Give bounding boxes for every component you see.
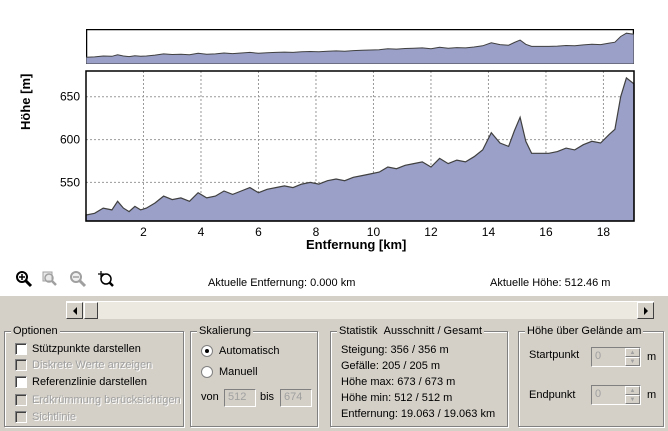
checkbox-referenzlinie[interactable]: Referenzlinie darstellen bbox=[15, 376, 147, 388]
spin-up-icon: ▲ bbox=[625, 348, 640, 357]
scaling-legend: Skalierung bbox=[197, 325, 253, 337]
zoom-area-icon[interactable] bbox=[40, 269, 60, 289]
x-tick-label: 12 bbox=[424, 225, 438, 239]
overview-chart[interactable] bbox=[86, 29, 634, 64]
stat-gefaelle: Gefälle: 205 / 205 m bbox=[341, 360, 441, 372]
x-axis-label: Entfernung [km] bbox=[306, 237, 407, 252]
x-tick-label: 16 bbox=[539, 225, 553, 239]
checkbox-box bbox=[15, 359, 27, 371]
chart-panel: 2 4 6 8 10 12 14 16 18 550 600 650 Höhe [m] Entfern… bbox=[0, 0, 668, 296]
y-tick-label: 650 bbox=[60, 90, 80, 104]
plot-frame bbox=[85, 70, 635, 222]
current-distance: Aktuelle Entfernung: 0.000 km bbox=[208, 277, 356, 289]
from-input[interactable]: 512 bbox=[224, 389, 256, 407]
checkbox-label: Diskrete Werte anzeigen bbox=[32, 359, 153, 371]
zoom-fit-icon[interactable] bbox=[96, 269, 116, 289]
to-input[interactable]: 674 bbox=[280, 389, 312, 407]
radio-dot bbox=[201, 345, 213, 357]
radio-manuell[interactable]: Manuell bbox=[201, 366, 258, 378]
checkbox-stuetzpunkte[interactable]: Stützpunkte darstellen bbox=[15, 343, 141, 355]
checkbox-label: Stützpunkte darstellen bbox=[32, 343, 141, 355]
radio-label: Automatisch bbox=[219, 345, 280, 357]
zoom-in-icon[interactable] bbox=[14, 269, 34, 289]
scroll-thumb[interactable] bbox=[84, 302, 98, 319]
elevation-chart[interactable]: 2 4 6 8 10 12 14 16 18 550 600 650 bbox=[0, 62, 668, 258]
checkbox-box bbox=[15, 376, 27, 388]
current-height: Aktuelle Höhe: 512.46 m bbox=[490, 277, 611, 289]
zoom-out-icon[interactable] bbox=[68, 269, 88, 289]
x-tick-label: 4 bbox=[198, 225, 205, 239]
x-tick-label: 14 bbox=[482, 225, 496, 239]
stat-hoehe-max: Höhe max: 673 / 673 m bbox=[341, 376, 456, 388]
end-unit: m bbox=[647, 389, 657, 401]
overview-area bbox=[86, 32, 634, 64]
horizontal-scrollbar[interactable] bbox=[66, 301, 654, 319]
options-group: Optionen Stützpunkte darstellen Diskrete… bbox=[4, 325, 184, 427]
spin-down-icon: ▼ bbox=[625, 395, 640, 404]
start-unit: m bbox=[647, 351, 657, 363]
options-legend: Optionen bbox=[11, 325, 60, 337]
radio-automatisch[interactable]: Automatisch bbox=[201, 345, 280, 357]
start-value: 0 bbox=[595, 350, 602, 362]
y-tick-label: 600 bbox=[60, 133, 80, 147]
end-label: Endpunkt bbox=[529, 389, 576, 401]
radio-label: Manuell bbox=[219, 366, 258, 378]
status-bar: Aktuelle Entfernung: 0.000 km Aktuelle H… bbox=[0, 263, 668, 296]
scaling-group: Skalierung Automatisch Manuell von 512 b… bbox=[190, 325, 318, 427]
checkbox-sichtlinie: Sichtlinie bbox=[15, 411, 76, 423]
x-tick-label: 18 bbox=[597, 225, 611, 239]
radio-dot bbox=[201, 366, 213, 378]
height-above-legend: Höhe über Gelände am bbox=[525, 325, 644, 337]
arrow-right-icon bbox=[643, 306, 648, 315]
scroll-right-button[interactable] bbox=[637, 302, 654, 319]
checkbox-diskrete-werte: Diskrete Werte anzeigen bbox=[15, 359, 152, 371]
elevation-area bbox=[85, 76, 635, 222]
axis-ticks: 2 4 6 8 10 12 14 16 18 550 600 650 bbox=[60, 90, 610, 239]
x-tick-label: 2 bbox=[140, 225, 147, 239]
height-above-group: Höhe über Gelände am Startpunkt 0 ▲ ▼ m E… bbox=[518, 325, 664, 427]
stat-entfernung: Entfernung: 19.063 / 19.063 km bbox=[341, 408, 496, 420]
checkbox-label: Sichtlinie bbox=[32, 411, 77, 423]
checkbox-box bbox=[15, 394, 27, 406]
start-spinner[interactable]: 0 ▲ ▼ bbox=[591, 347, 641, 367]
stat-steigung: Steigung: 356 / 356 m bbox=[341, 344, 449, 356]
from-label: von bbox=[201, 391, 219, 403]
spin-up-icon: ▲ bbox=[625, 386, 640, 395]
statistics-group: Statistik Ausschnitt / Gesamt Steigung: … bbox=[330, 325, 508, 427]
checkbox-box bbox=[15, 343, 27, 355]
spin-down-icon: ▼ bbox=[625, 357, 640, 366]
checkbox-label: Erdkrümmung berücksichtigen bbox=[32, 394, 181, 406]
stat-hoehe-min: Höhe min: 512 / 512 m bbox=[341, 392, 453, 404]
checkbox-label: Referenzlinie darstellen bbox=[32, 376, 147, 388]
x-tick-label: 6 bbox=[255, 225, 262, 239]
y-tick-label: 550 bbox=[60, 175, 80, 189]
x-tick-label: 10 bbox=[367, 225, 381, 239]
x-tick-label: 8 bbox=[313, 225, 320, 239]
end-value: 0 bbox=[595, 388, 602, 400]
scroll-left-button[interactable] bbox=[66, 302, 83, 319]
y-axis-label: Höhe [m] bbox=[18, 73, 33, 130]
statistics-legend: Statistik Ausschnitt / Gesamt bbox=[337, 325, 485, 337]
start-label: Startpunkt bbox=[529, 349, 580, 361]
arrow-left-icon bbox=[72, 306, 77, 315]
checkbox-erdkruemmung: Erdkrümmung berücksichtigen bbox=[15, 394, 181, 406]
to-label: bis bbox=[260, 391, 275, 403]
checkbox-box bbox=[15, 411, 27, 423]
end-spinner[interactable]: 0 ▲ ▼ bbox=[591, 385, 641, 405]
